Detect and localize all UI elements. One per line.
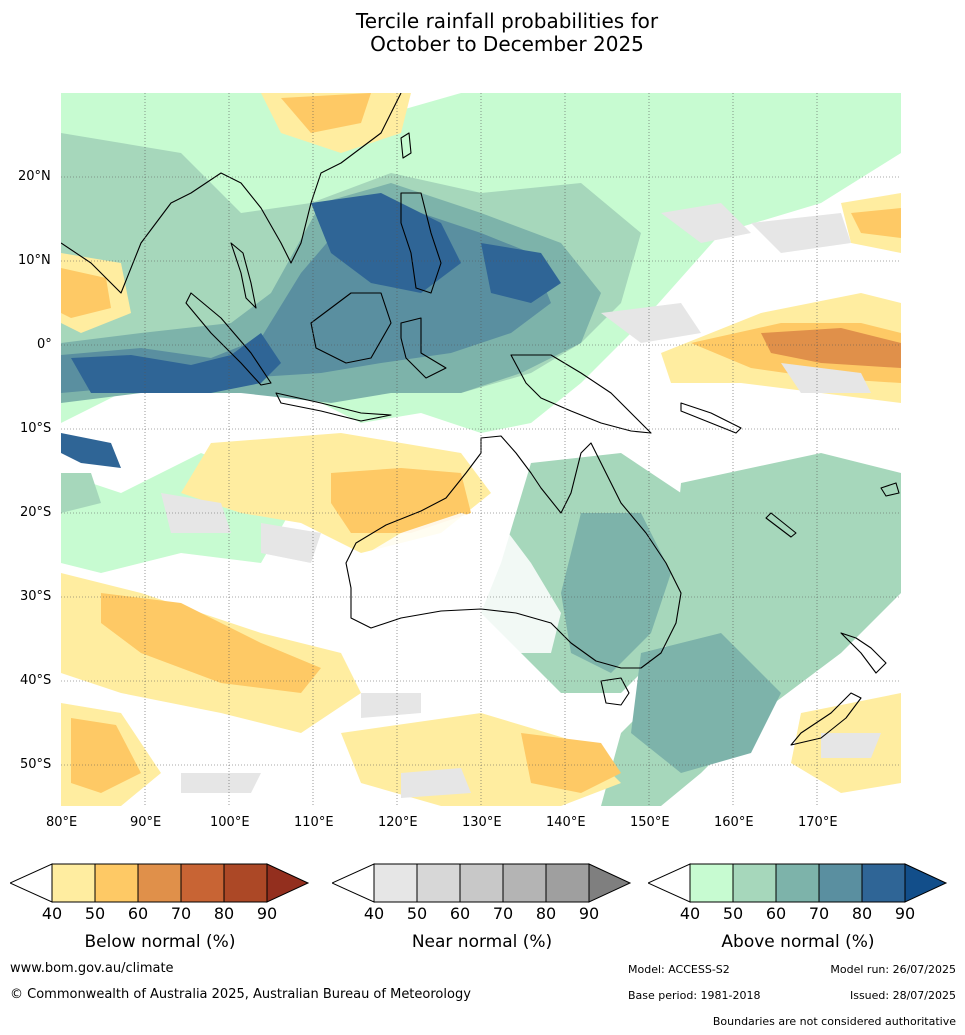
colorbar-below-title: Below normal (%) — [84, 932, 236, 952]
footer-boundaries-note: Boundaries are not considered authoritat… — [712, 1015, 956, 1028]
below-swatch-4 — [180, 863, 225, 903]
taiwan-coastline — [400, 132, 412, 159]
lat-label-equator: 0° — [37, 337, 52, 352]
asia-mainland-coastline — [61, 93, 402, 294]
near-swatch-5 — [545, 863, 590, 903]
below-swatch-2 — [94, 863, 139, 903]
new-guinea-coastline — [510, 354, 652, 434]
tasmania-coastline — [600, 677, 630, 706]
sumatra-coastline — [185, 292, 272, 386]
colorbar-near-title: Near normal (%) — [411, 932, 553, 952]
near-tick-50: 50 — [406, 904, 428, 923]
lon-label-170e: 170°E — [798, 815, 838, 830]
footer-model-run: Model run: 26/07/2025 — [830, 963, 956, 976]
near-tick-60: 60 — [449, 904, 471, 923]
near-swatch-3 — [459, 863, 504, 903]
lon-label-90e: 90°E — [130, 815, 162, 830]
below-swatch-5 — [223, 863, 268, 903]
colorbar-near-normal — [332, 863, 632, 903]
below-tick-70: 70 — [170, 904, 192, 923]
below-swatch-1 — [51, 863, 96, 903]
above-swatch-3 — [775, 863, 820, 903]
above-swatch-6 — [904, 863, 948, 903]
footer-copyright: © Commonwealth of Australia 2025, Austra… — [10, 987, 471, 1002]
above-tick-80: 80 — [851, 904, 873, 923]
lon-label-150e: 150°E — [630, 815, 670, 830]
lon-label-100e: 100°E — [210, 815, 250, 830]
near-swatch-6 — [588, 863, 632, 903]
lat-label-50s: 50°S — [20, 757, 52, 772]
new-zealand-south-coastline — [790, 692, 862, 746]
near-tick-90: 90 — [578, 904, 600, 923]
near-tick-40: 40 — [363, 904, 385, 923]
borneo-coastline — [310, 292, 392, 364]
lat-label-30s: 30°S — [20, 589, 52, 604]
new-zealand-north-coastline — [840, 632, 887, 674]
colorbar-above-normal — [648, 863, 948, 903]
fiji-coastline — [880, 482, 900, 497]
above-tick-70: 70 — [808, 904, 830, 923]
below-swatch-6 — [266, 863, 310, 903]
lat-label-20n: 20°N — [18, 169, 51, 184]
australia-coastline — [345, 435, 682, 669]
lat-label-40s: 40°S — [20, 673, 52, 688]
above-swatch-1 — [689, 863, 734, 903]
lon-label-80e: 80°E — [46, 815, 78, 830]
lat-label-10n: 10°N — [18, 253, 51, 268]
colorbar-below-normal — [10, 863, 310, 903]
colorbar-above-title: Above normal (%) — [721, 932, 875, 952]
probability-map — [61, 93, 901, 806]
map-title: Tercile rainfall probabilities for Octob… — [0, 10, 965, 56]
near-tick-80: 80 — [535, 904, 557, 923]
near-swatch-2 — [416, 863, 461, 903]
title-line-1: Tercile rainfall probabilities for — [355, 9, 659, 33]
below-tick-60: 60 — [127, 904, 149, 923]
lon-label-140e: 140°E — [546, 815, 586, 830]
footer-issued: Issued: 28/07/2025 — [849, 989, 956, 1002]
coastlines — [61, 93, 900, 746]
near-swatch-1 — [373, 863, 418, 903]
footer-base-period: Base period: 1981-2018 — [628, 989, 761, 1002]
solomon-islands-coastline — [680, 402, 742, 434]
lon-label-160e: 160°E — [714, 815, 754, 830]
above-normal-regions — [61, 93, 901, 806]
footer-model: Model: ACCESS-S2 — [628, 963, 730, 976]
new-caledonia-coastline — [765, 512, 797, 538]
above-tick-90: 90 — [894, 904, 916, 923]
lat-label-10s: 10°S — [20, 421, 52, 436]
below-tick-80: 80 — [213, 904, 235, 923]
above-swatch-4 — [818, 863, 863, 903]
sulawesi-coastline — [400, 317, 447, 379]
graticule — [61, 93, 901, 806]
below-tick-50: 50 — [84, 904, 106, 923]
below-tick-90: 90 — [256, 904, 278, 923]
lat-label-20s: 20°S — [20, 505, 52, 520]
lon-label-120e: 120°E — [378, 815, 418, 830]
above-tick-60: 60 — [765, 904, 787, 923]
near-swatch-4 — [502, 863, 547, 903]
malay-peninsula-coastline — [230, 242, 257, 309]
footer-url: www.bom.gov.au/climate — [10, 961, 174, 976]
above-swatch-5 — [861, 863, 906, 903]
java-coastline — [275, 392, 392, 422]
below-tick-40: 40 — [41, 904, 63, 923]
title-line-2: October to December 2025 — [370, 32, 644, 56]
philippines-coastline — [400, 192, 442, 294]
above-tick-50: 50 — [722, 904, 744, 923]
below-swatch-3 — [137, 863, 182, 903]
above-tick-40: 40 — [679, 904, 701, 923]
lon-label-110e: 110°E — [294, 815, 334, 830]
near-tick-70: 70 — [492, 904, 514, 923]
lon-label-130e: 130°E — [462, 815, 502, 830]
above-swatch-2 — [732, 863, 777, 903]
